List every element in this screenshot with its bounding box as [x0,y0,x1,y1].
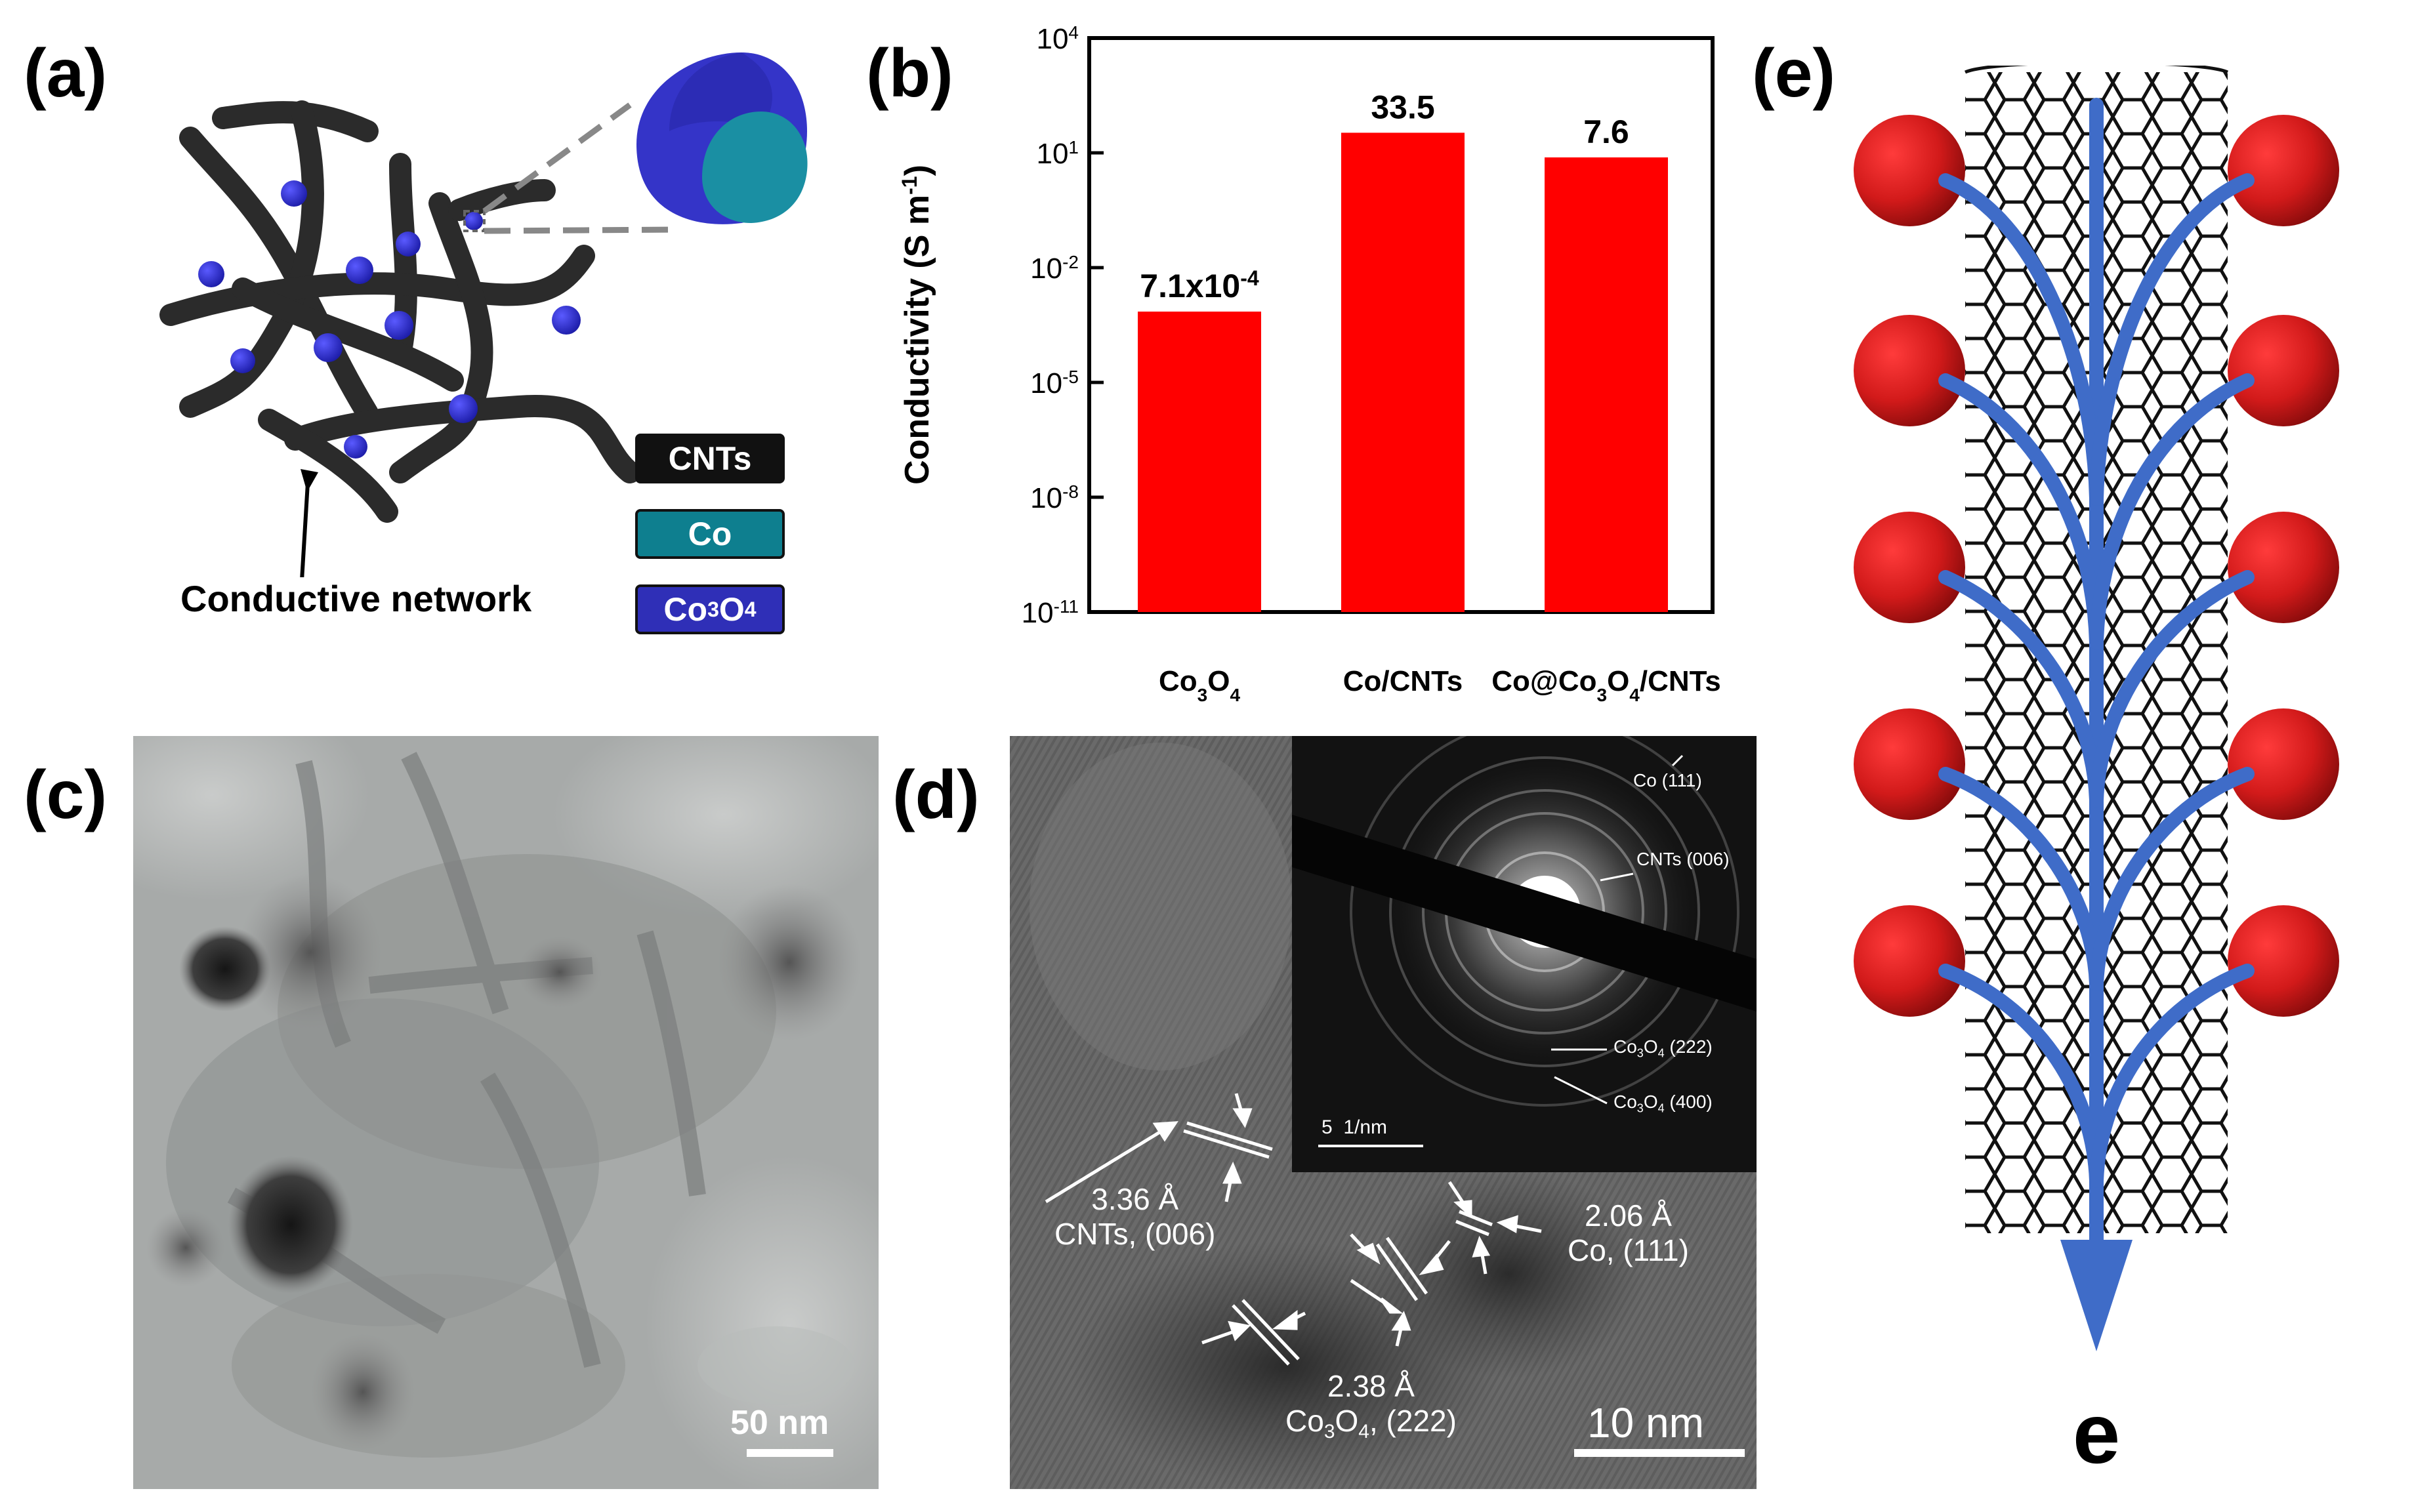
x-category-label: Co@Co3O4/CNTs [1491,665,1720,705]
panel-d-label: (d) [892,757,980,833]
lattice-markers [1045,1093,1542,1366]
saed-inset: Co (111) CNTs (006) Co3O4 (222) Co3O4 (4… [1292,736,1757,1172]
conductive-network-caption: Conductive network [180,578,532,619]
bar-value-label: 7.1x10-4 [1140,266,1259,304]
panel-c-label: (c) [24,757,108,833]
bar-value-label: 33.5 [1371,89,1434,125]
scale-label-d: 10 nm [1587,1399,1704,1446]
y-tick-label: 104 [1036,26,1079,55]
saed-scale-label: 5 1/nm [1321,1116,1388,1138]
legend-co3o4: Co 3 O 4 [635,584,785,634]
saed-cnt006: CNTs (006) [1636,849,1730,869]
co3o4-particles [198,180,581,459]
bar [1341,133,1465,613]
panel-e-label: (e) [1752,35,1836,112]
tem-image-c: 50 nm [133,736,879,1489]
bar [1138,312,1261,612]
d-spacing-co3o4: 2.38 Å Co3O4, (222) [1285,1369,1457,1443]
y-tick-label: 10-2 [1030,252,1079,285]
x-category-label: Co/CNTs [1343,665,1463,697]
bar [1545,157,1668,613]
saed-co3o4-400: Co3O4 (400) [1613,1092,1713,1115]
co-particles [1854,115,2339,1017]
electron-symbol: e [2073,1385,2120,1481]
y-tick-label: 101 [1036,137,1079,171]
panel-a-label: (a) [24,35,108,112]
particle-cross-section [636,52,808,224]
electron-pathways [1938,98,2255,1267]
d-spacing-co: 2.06 Å Co, (111) [1568,1198,1689,1267]
arrow-head [2060,1240,2133,1351]
hrtem-image-d: Co (111) CNTs (006) Co3O4 (222) Co3O4 (4… [1010,736,1757,1489]
d-spacing-cnt: 3.36 Å CNTs, (006) [1054,1182,1216,1251]
legend-co: Co [635,509,785,559]
x-category-label: Co3O4 [1159,665,1240,705]
cnt-tubes [159,100,641,523]
saed-co3o4-222: Co3O4 (222) [1613,1036,1713,1060]
conductivity-bar-chart: 104 101 10-2 10-5 10-8 10-11 7.1x10-4 Co3O4 33.… [898,26,1721,705]
scale-label-c: 50 nm [730,1404,829,1442]
y-tick-label: 10-11 [1022,596,1079,630]
panel-b-label: (b) [866,35,953,112]
scale-bar-c [747,1449,833,1457]
y-tick-label: 10-5 [1030,367,1079,400]
y-axis-title: Conductivity (S m-1) [898,165,936,485]
cnt-electron-transfer-illustration: e [1854,66,2339,1481]
legend-cnts: CNTs [635,434,785,483]
scale-bar-d [1574,1449,1745,1457]
cnt-network-illustration [159,52,808,577]
bar-value-label: 7.6 [1583,113,1629,150]
y-tick-label: 10-8 [1030,481,1079,515]
saed-co111: Co (111) [1633,770,1702,790]
